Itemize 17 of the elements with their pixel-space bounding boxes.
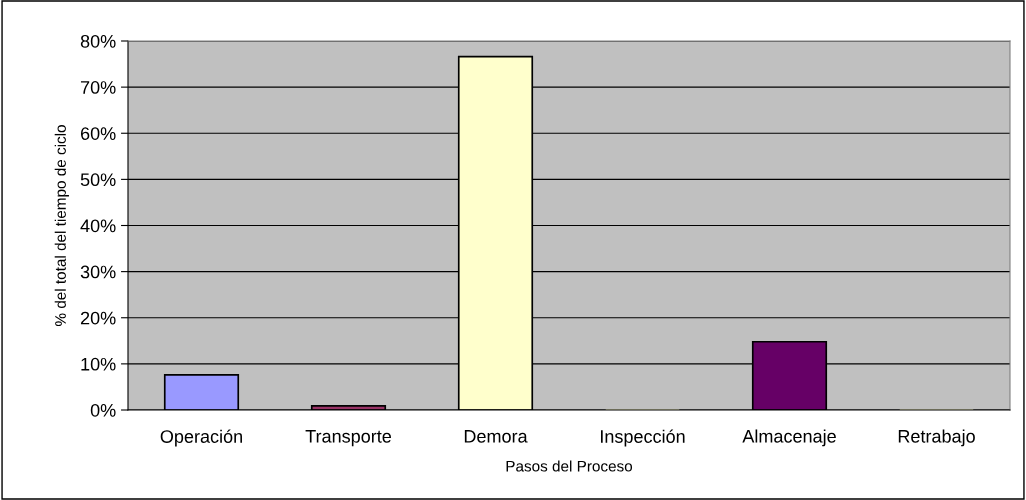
y-tick-label: 20%	[80, 311, 116, 325]
x-tick-label: Operación	[160, 429, 242, 447]
y-tick-label: 40%	[80, 219, 116, 233]
y-axis-title: % del total del tiempo de ciclo	[54, 125, 69, 327]
y-tick-label: 10%	[81, 357, 116, 371]
x-tick-label: Demora	[464, 430, 528, 443]
x-tick-label: Transporte	[305, 430, 392, 447]
y-tick-label: 60%	[80, 127, 116, 140]
y-tick-label: 70%	[80, 81, 116, 94]
x-tick-label: Almacenaje	[742, 429, 836, 447]
y-tick-label: 80%	[80, 34, 116, 48]
x-tick-label: Retrabajo	[898, 429, 975, 447]
y-tick-label: 50%	[80, 173, 116, 187]
y-tick-label: 30%	[80, 265, 116, 279]
x-axis-title: Pasos del Proceso	[506, 460, 633, 472]
y-tick-label: 0%	[90, 403, 116, 417]
x-tick-label: Inspección	[601, 429, 685, 447]
